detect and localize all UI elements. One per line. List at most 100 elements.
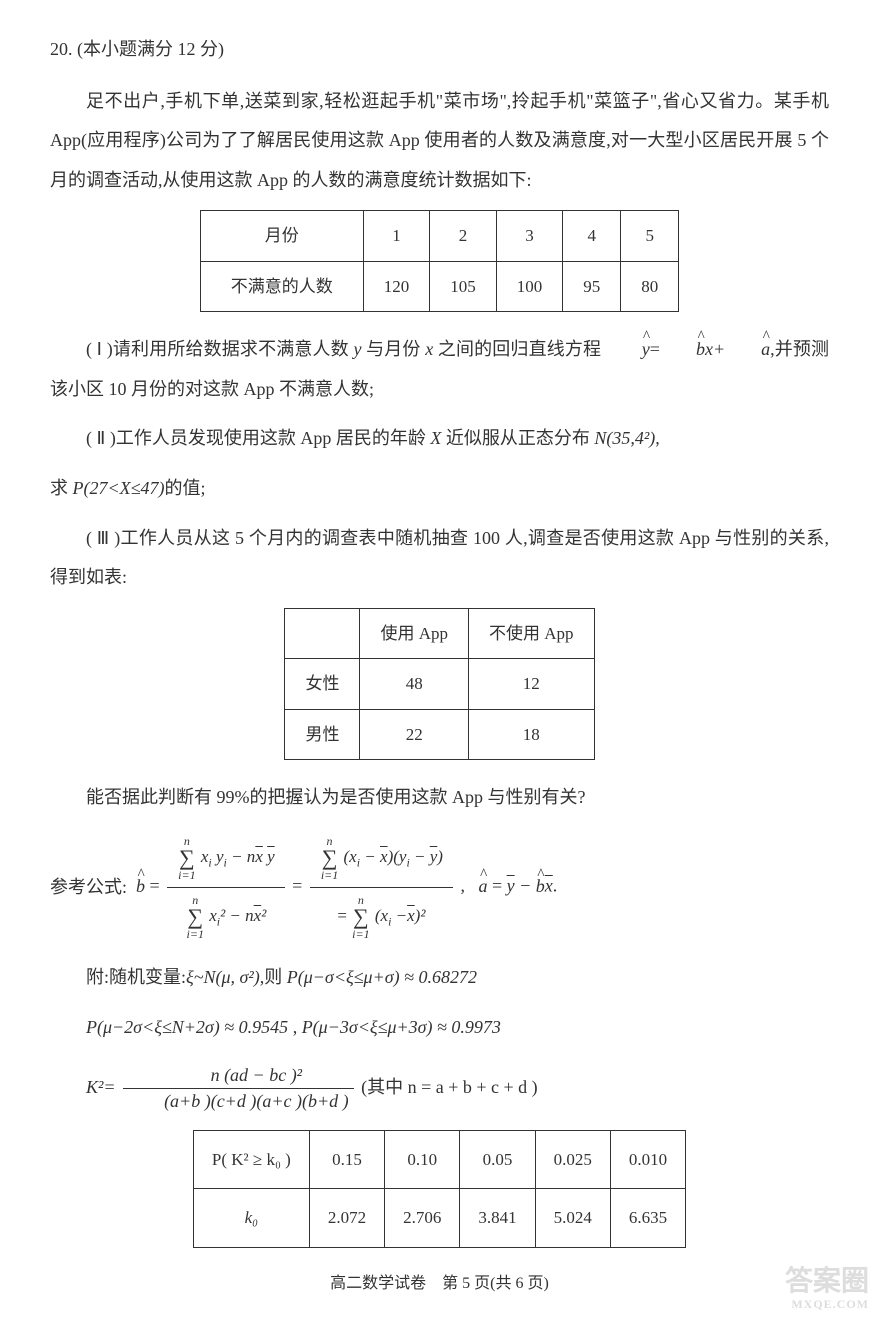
cell: 0.025 xyxy=(535,1130,610,1188)
satisfaction-table: 月份 1 2 3 4 5 不满意的人数 120 105 100 95 80 xyxy=(200,210,680,312)
critical-value-table: P( K² ≥ k₀ ) 0.15 0.10 0.05 0.025 0.010 … xyxy=(193,1130,686,1248)
reference-formula: 参考公式: b = n∑i=1 xi yi − nx y n∑i=1 xi² −… xyxy=(50,829,829,946)
sum-icon: n∑i=1 xyxy=(352,894,369,940)
page-footer: 高二数学试卷 第 5 页(共 6 页) xyxy=(50,1266,829,1301)
part1-label: ( Ⅰ ) xyxy=(86,339,113,359)
cell: 0.05 xyxy=(460,1130,535,1188)
sum-icon: n∑i=1 xyxy=(178,835,195,881)
row-male: 男性 xyxy=(285,709,360,759)
row1-label: P( K² ≥ k₀ ) xyxy=(193,1130,309,1188)
cell: 5.024 xyxy=(535,1189,610,1247)
var-X: X xyxy=(430,428,441,448)
attach-dist: ξ~N(μ, σ²) xyxy=(186,967,260,987)
p1-mid2: 之间的回归直线方程 xyxy=(433,339,606,359)
part2-label: ( Ⅱ ) xyxy=(86,428,116,448)
header-4: 4 xyxy=(563,211,621,261)
cell: 0.010 xyxy=(610,1130,685,1188)
cell: 2.706 xyxy=(385,1189,460,1247)
prob: P(27<X≤47) xyxy=(73,478,165,498)
hat-a: a xyxy=(725,330,770,370)
part3-text: ( Ⅲ )工作人员从这 5 个月内的调查表中随机抽查 100 人,调查是否使用这… xyxy=(50,519,829,598)
k2-note: (其中 n = a + b + c + d ) xyxy=(361,1077,538,1097)
question-number: 20. xyxy=(50,39,73,59)
p2-pre: 工作人员发现使用这款 App 居民的年龄 xyxy=(116,428,431,448)
part3-label: ( Ⅲ ) xyxy=(86,528,120,548)
val-5: 80 xyxy=(621,261,679,311)
k2-bot: (a+b )(c+d )(a+c )(b+d ) xyxy=(123,1089,354,1115)
hat-y: y xyxy=(606,330,650,370)
cell: 12 xyxy=(469,659,595,709)
sum-icon: n∑i=1 xyxy=(187,894,204,940)
part2-text: ( Ⅱ )工作人员发现使用这款 App 居民的年龄 X 近似服从正态分布 N(3… xyxy=(50,419,829,459)
attach-p2a: P(μ−2σ<ξ≤N+2σ) ≈ 0.9545 xyxy=(86,1017,288,1037)
attach-line1: 附:随机变量:ξ~N(μ, σ²),则 P(μ−σ<ξ≤μ+σ) ≈ 0.682… xyxy=(50,958,829,998)
period: . xyxy=(553,876,558,896)
attach-pre: 附:随机变量: xyxy=(86,967,186,987)
frac-2: n∑i=1 (xi − x)(yi − y) = n∑i=1 (xi −x)² xyxy=(310,829,453,946)
row-label: 不满意的人数 xyxy=(200,261,363,311)
empty-cell xyxy=(285,608,360,658)
val-1: 120 xyxy=(363,261,430,311)
p2-end: 的值; xyxy=(165,478,206,498)
gender-table: 使用 App 不使用 App 女性 48 12 男性 22 18 xyxy=(284,608,594,760)
k2-label: K²= xyxy=(86,1077,116,1097)
b-hat: b xyxy=(136,876,145,898)
cell: 6.635 xyxy=(610,1189,685,1247)
val-2: 105 xyxy=(430,261,497,311)
sep: , xyxy=(288,1017,302,1037)
cell: 2.072 xyxy=(309,1189,384,1247)
header-5: 5 xyxy=(621,211,679,261)
eq: = xyxy=(650,339,660,359)
table-row: 月份 1 2 3 4 5 xyxy=(200,211,679,261)
question-header: 20. (本小题满分 12 分) xyxy=(50,30,829,70)
header-2: 2 xyxy=(430,211,497,261)
cell: 0.10 xyxy=(385,1130,460,1188)
p2-qiu: 求 xyxy=(50,478,73,498)
p2-mid: 近似服从正态分布 xyxy=(441,428,594,448)
table-row: P( K² ≥ k₀ ) 0.15 0.10 0.05 0.025 0.010 xyxy=(193,1130,685,1188)
cell: 18 xyxy=(469,709,595,759)
k2-formula: K²= n (ad − bc )² (a+b )(c+d )(a+c )(b+d… xyxy=(50,1063,829,1115)
hat-b: b xyxy=(660,330,705,370)
cell: 3.841 xyxy=(460,1189,535,1247)
col-use: 使用 App xyxy=(360,608,469,658)
a-hat: a xyxy=(478,876,487,898)
sum-icon: n∑i=1 xyxy=(321,835,338,881)
row-female: 女性 xyxy=(285,659,360,709)
p3-text: 工作人员从这 5 个月内的调查表中随机抽查 100 人,调查是否使用这款 App… xyxy=(50,528,829,588)
attach-p2b: P(μ−3σ<ξ≤μ+3σ) ≈ 0.9973 xyxy=(302,1017,501,1037)
col-notuse: 不使用 App xyxy=(469,608,595,658)
attach-line2: P(μ−2σ<ξ≤N+2σ) ≈ 0.9545 , P(μ−3σ<ξ≤μ+3σ)… xyxy=(50,1008,829,1048)
formula-label: 参考公式: xyxy=(50,877,127,899)
table-row: 男性 22 18 xyxy=(285,709,594,759)
header-month: 月份 xyxy=(200,211,363,261)
cell: 48 xyxy=(360,659,469,709)
attach-mid: ,则 xyxy=(260,967,287,987)
attach-p1: P(μ−σ<ξ≤μ+σ) ≈ 0.68272 xyxy=(287,967,477,987)
row2-label: k₀ xyxy=(193,1189,309,1247)
table-row: 使用 App 不使用 App xyxy=(285,608,594,658)
conclusion-question: 能否据此判断有 99%的把握认为是否使用这款 App 与性别有关? xyxy=(50,778,829,818)
dist: N(35,4²) xyxy=(594,428,655,448)
eq-x: x+ xyxy=(705,339,725,359)
frac-1: n∑i=1 xi yi − nx y n∑i=1 xi² − nx² xyxy=(167,829,284,946)
header-1: 1 xyxy=(363,211,430,261)
val-3: 100 xyxy=(496,261,563,311)
table-row: k₀ 2.072 2.706 3.841 5.024 6.635 xyxy=(193,1189,685,1247)
question-score: (本小题满分 12 分) xyxy=(77,39,224,59)
table-row: 女性 48 12 xyxy=(285,659,594,709)
intro-text: 足不出户,手机下单,送菜到家,轻松逛起手机"菜市场",拎起手机"菜篮子",省心又… xyxy=(50,82,829,201)
cell: 22 xyxy=(360,709,469,759)
cell: 0.15 xyxy=(309,1130,384,1188)
k2-frac: n (ad − bc )² (a+b )(c+d )(a+c )(b+d ) xyxy=(123,1063,354,1115)
var-x: x xyxy=(425,339,433,359)
k2-top: n (ad − bc )² xyxy=(123,1063,354,1090)
part1-text: ( Ⅰ )请利用所给数据求不满意人数 y 与月份 x 之间的回归直线方程 y=b… xyxy=(50,330,829,409)
table-row: 不满意的人数 120 105 100 95 80 xyxy=(200,261,679,311)
part2-line2: 求 P(27<X≤47)的值; xyxy=(50,469,829,509)
header-3: 3 xyxy=(496,211,563,261)
p1-pre: 请利用所给数据求不满意人数 xyxy=(113,339,354,359)
p1-mid1: 与月份 xyxy=(361,339,425,359)
val-4: 95 xyxy=(563,261,621,311)
b-hat-2: b xyxy=(536,876,545,898)
